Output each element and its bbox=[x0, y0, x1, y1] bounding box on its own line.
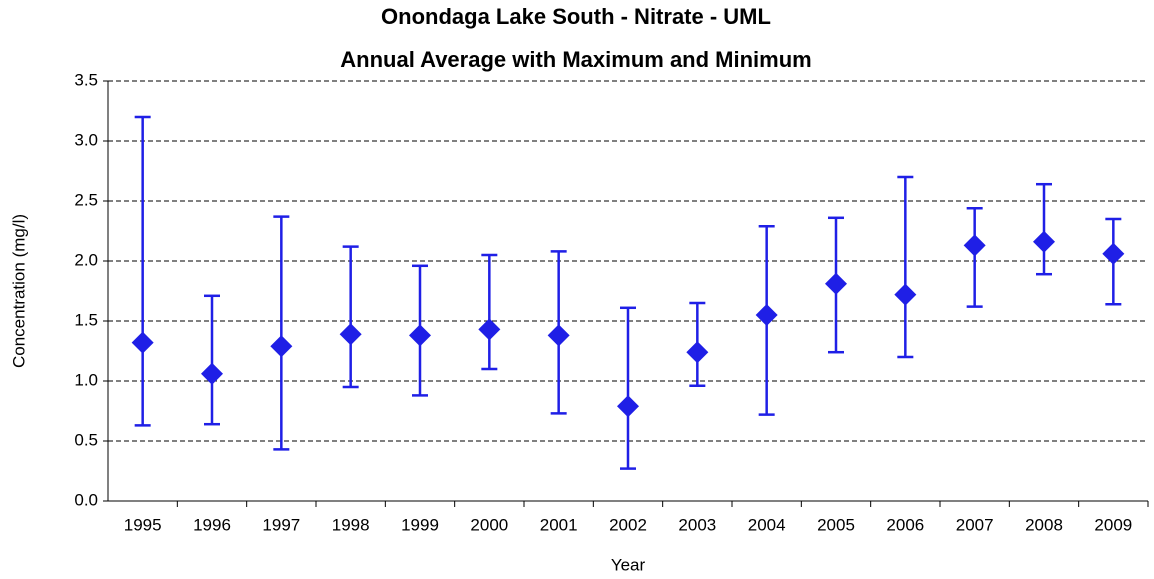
average-marker bbox=[617, 395, 639, 418]
x-tick-label: 2007 bbox=[956, 515, 994, 534]
average-marker bbox=[131, 331, 154, 354]
x-tick-label: 1995 bbox=[124, 515, 162, 534]
y-tick-label: 0.0 bbox=[74, 490, 98, 509]
x-tick-label: 2006 bbox=[886, 515, 924, 534]
average-marker bbox=[409, 324, 431, 347]
average-marker bbox=[825, 272, 847, 295]
x-tick-label: 2001 bbox=[540, 515, 578, 534]
x-tick-label: 2009 bbox=[1094, 515, 1132, 534]
x-tick-label: 1996 bbox=[193, 515, 231, 534]
average-marker bbox=[1033, 230, 1055, 253]
x-tick-label: 1998 bbox=[332, 515, 370, 534]
x-tick-label: 2004 bbox=[748, 515, 786, 534]
y-tick-label: 3.5 bbox=[74, 70, 98, 89]
average-marker bbox=[547, 324, 570, 347]
x-tick-label: 1997 bbox=[262, 515, 300, 534]
y-tick-label: 0.5 bbox=[74, 430, 98, 449]
y-tick-label: 2.5 bbox=[74, 190, 98, 209]
x-tick-label: 2005 bbox=[817, 515, 855, 534]
y-tick-label: 3.0 bbox=[74, 130, 98, 149]
average-marker bbox=[270, 335, 293, 358]
y-tick-label: 1.0 bbox=[74, 370, 98, 389]
average-marker bbox=[686, 341, 709, 364]
x-tick-label: 1999 bbox=[401, 515, 439, 534]
x-tick-label: 2002 bbox=[609, 515, 647, 534]
x-tick-label: 2000 bbox=[470, 515, 508, 534]
y-tick-label: 1.5 bbox=[74, 310, 98, 329]
average-marker bbox=[894, 283, 917, 306]
x-tick-label: 2008 bbox=[1025, 515, 1063, 534]
average-marker bbox=[201, 362, 223, 385]
chart-title: Onondaga Lake South - Nitrate - UML bbox=[381, 4, 771, 29]
chart-subtitle: Annual Average with Maximum and Minimum bbox=[340, 47, 811, 72]
average-marker bbox=[755, 304, 778, 326]
y-tick-label: 2.0 bbox=[74, 250, 98, 269]
x-tick-label: 2003 bbox=[678, 515, 716, 534]
average-marker bbox=[478, 318, 501, 341]
average-marker bbox=[339, 323, 362, 346]
y-axis-label: Concentration (mg/l) bbox=[9, 214, 28, 368]
average-marker bbox=[963, 234, 986, 257]
average-marker bbox=[1102, 242, 1125, 265]
x-axis-label: Year bbox=[611, 555, 646, 574]
